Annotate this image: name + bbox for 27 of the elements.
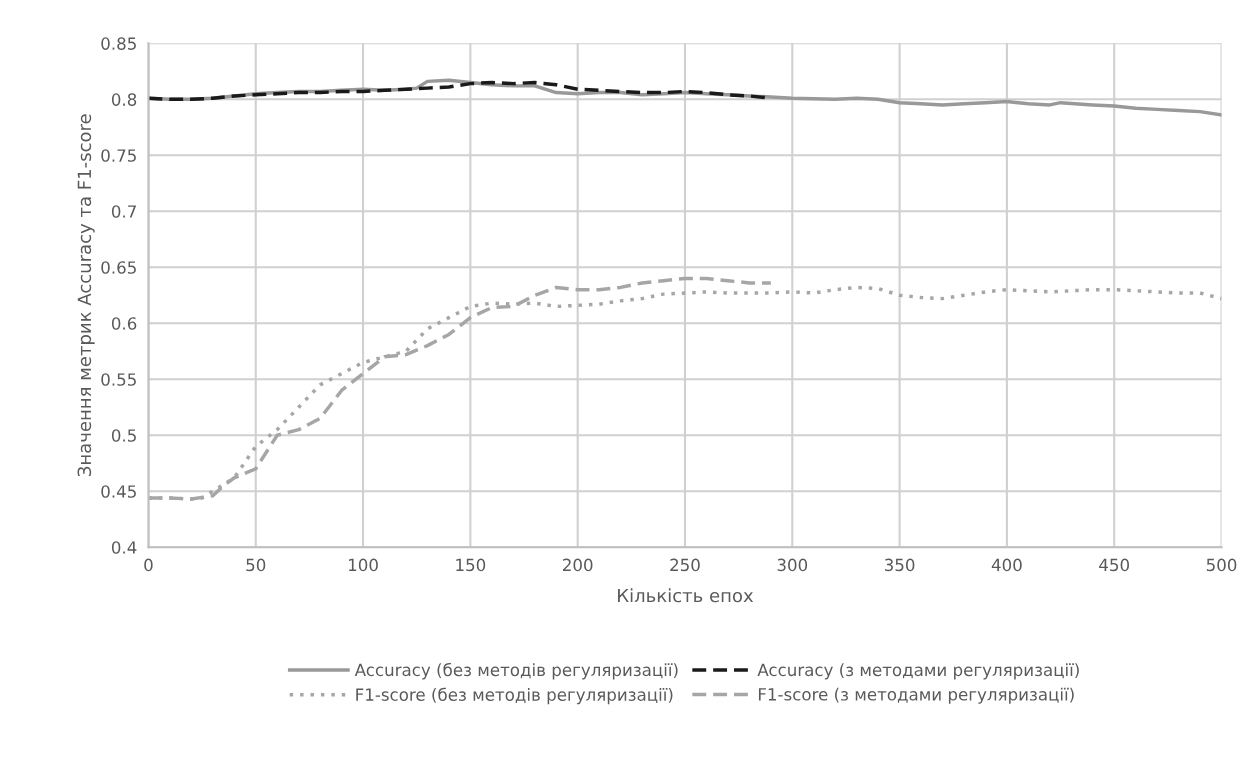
x-tick-label: 300 xyxy=(777,558,808,572)
x-tick-label: 400 xyxy=(991,558,1022,572)
y-tick-label: 0.7 xyxy=(111,205,136,218)
x-tick-label: 150 xyxy=(456,558,486,572)
y-tick-label: 0.8 xyxy=(111,93,137,106)
x-tick-label: 0 xyxy=(144,558,153,572)
x-tick-label: 100 xyxy=(348,558,378,572)
legend-label: F1-score (з методами регуляризації) xyxy=(758,687,1074,704)
y-tick-label: 0.4 xyxy=(111,541,137,554)
y-tick-label: 0.5 xyxy=(111,429,136,442)
x-tick-label: 250 xyxy=(670,558,700,572)
legend-label: Accuracy (без методів регуляризації) xyxy=(354,662,678,680)
x-tick-label: 500 xyxy=(1206,558,1237,572)
x-tick-label: 350 xyxy=(884,558,915,572)
y-tick-label: 0.6 xyxy=(111,317,137,330)
y-axis-title: Значення метрик Accuracy та F1-score xyxy=(77,114,95,477)
x-tick-label: 50 xyxy=(246,558,266,572)
y-tick-label: 0.75 xyxy=(101,149,136,162)
x-axis-title: Кількість епох xyxy=(618,588,754,603)
legend-label: F1-score (без методів регуляризації) xyxy=(356,687,673,705)
legend-label: Accuracy (з методами регуляризації) xyxy=(757,663,1079,680)
x-tick-label: 450 xyxy=(1099,558,1130,572)
y-tick-label: 0.65 xyxy=(101,261,136,274)
y-tick-label: 0.55 xyxy=(101,373,136,386)
y-tick-label: 0.85 xyxy=(101,37,136,50)
x-tick-label: 200 xyxy=(562,558,593,572)
y-tick-label: 0.45 xyxy=(101,485,136,498)
